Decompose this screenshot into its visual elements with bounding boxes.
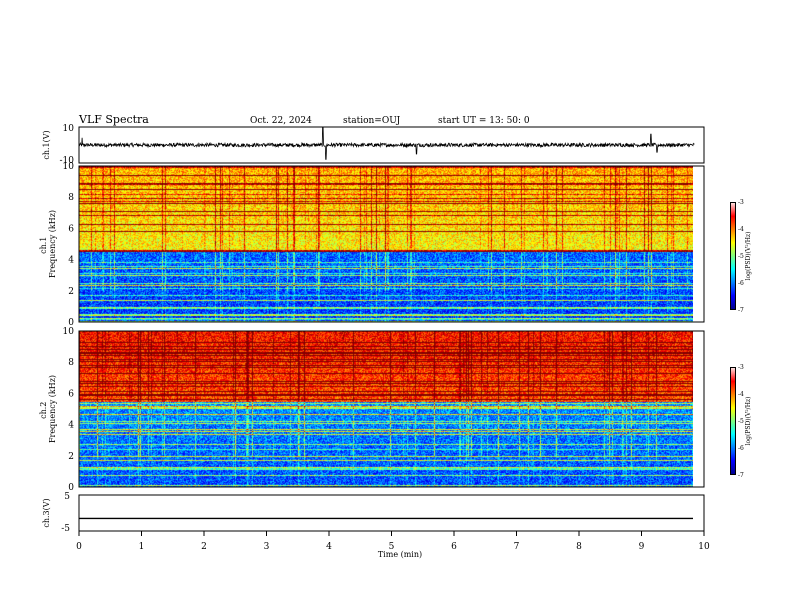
station-label: station=OUJ (343, 116, 401, 126)
x-tick-label-10: 10 (698, 542, 710, 552)
ch3-ytick-bottom: -5 (61, 524, 70, 534)
ch1-ylabel-line2: Frequency (kHz) (48, 210, 57, 278)
ch2-colorbar-tick-1: -4 (738, 391, 744, 398)
ch1-spec-ytick-3: 6 (68, 224, 74, 234)
ch1-spectrogram-frame (78, 165, 705, 323)
date-label: Oct. 22, 2024 (250, 116, 312, 126)
ch2-colorbar-tick-0: -3 (738, 364, 744, 371)
ch2-spec-ytick-4: 8 (68, 358, 74, 368)
x-tick-label-7: 7 (514, 542, 520, 552)
x-tick-label-2: 2 (201, 542, 207, 552)
ch1-colorbar-tick-1: -4 (738, 226, 744, 233)
ch1-spec-ytick-4: 8 (68, 193, 74, 203)
x-axis: 0 1 2 3 4 5 6 7 8 9 10 (76, 531, 710, 552)
ch1-ylabel-line1: ch.1 (39, 237, 48, 254)
ch1-ylabel: ch.1(V) (42, 130, 51, 159)
ch2-colorbar-tick-4: -7 (738, 472, 744, 479)
ch3-ylabel: ch.3(V) (42, 498, 51, 527)
x-tick-label-0: 0 (76, 542, 82, 552)
ch1-spec-ytick-1: 2 (68, 287, 74, 297)
ch3-waveform-panel: 5 -5 ch.3(V) (42, 492, 705, 534)
ch1-colorbar-tick-0: -3 (738, 199, 744, 206)
ch2-spectrogram-image (79, 331, 693, 487)
ch2-ylabel-line1: ch.2 (39, 402, 48, 419)
x-tick-label-9: 9 (639, 542, 645, 552)
ch1-spec-ytick-2: 4 (68, 256, 74, 266)
x-tick-label-5: 5 (389, 542, 395, 552)
ch1-spec-ytick-5: 10 (63, 162, 75, 172)
ch1-colorbar-label: log(PSD)(V²/Hz) (745, 232, 752, 281)
ch1-colorbar (730, 202, 736, 310)
figure-title: VLF Spectra (78, 113, 149, 126)
ch2-colorbar-label: log(PSD)(V²/Hz) (745, 397, 752, 446)
ch3-waveform-frame (78, 494, 705, 532)
x-tick-label-8: 8 (576, 542, 582, 552)
ch1-waveform-panel: 10 -10 ch.1(V) (42, 124, 705, 166)
ch2-colorbar-tick-3: -6 (738, 445, 744, 452)
ch1-ytick-bottom: -10 (60, 156, 75, 166)
ch3-ytick-top: 5 (64, 492, 70, 502)
ch1-spectrogram-ylabel: ch.1 Frequency (kHz) (39, 210, 57, 278)
ch2-spectrogram-ylabel: ch.2 Frequency (kHz) (39, 375, 57, 443)
x-tick-label-6: 6 (451, 542, 457, 552)
ch1-ytick-top: 10 (63, 124, 75, 134)
ch1-colorbar-tick-3: -6 (738, 280, 744, 287)
start-time-label: start UT = 13: 50: 0 (438, 116, 530, 126)
x-tick-label-1: 1 (139, 542, 145, 552)
ch1-colorbar-tick-4: -7 (738, 307, 744, 314)
ch1-colorbar-tick-2: -5 (738, 253, 744, 260)
ch2-spec-ytick-2: 4 (68, 421, 74, 431)
ch2-colorbar-tick-2: -5 (738, 418, 744, 425)
ch1-trace (78, 126, 695, 160)
ch2-spec-ytick-1: 2 (68, 452, 74, 462)
ch2-spec-ytick-3: 6 (68, 389, 74, 399)
x-tick-label-4: 4 (326, 542, 332, 552)
ch1-spec-ytick-0: 0 (68, 318, 74, 328)
ch2-spec-ytick-0: 0 (68, 483, 74, 493)
x-axis-label: Time (min) (378, 550, 422, 559)
ch1-spectrogram-image (79, 166, 693, 322)
ch2-spectrogram-frame (78, 330, 705, 488)
ch2-spec-ytick-5: 10 (63, 327, 75, 337)
ch2-colorbar (730, 367, 736, 475)
ch2-ylabel-line2: Frequency (kHz) (48, 375, 57, 443)
x-tick-label-3: 3 (264, 542, 270, 552)
